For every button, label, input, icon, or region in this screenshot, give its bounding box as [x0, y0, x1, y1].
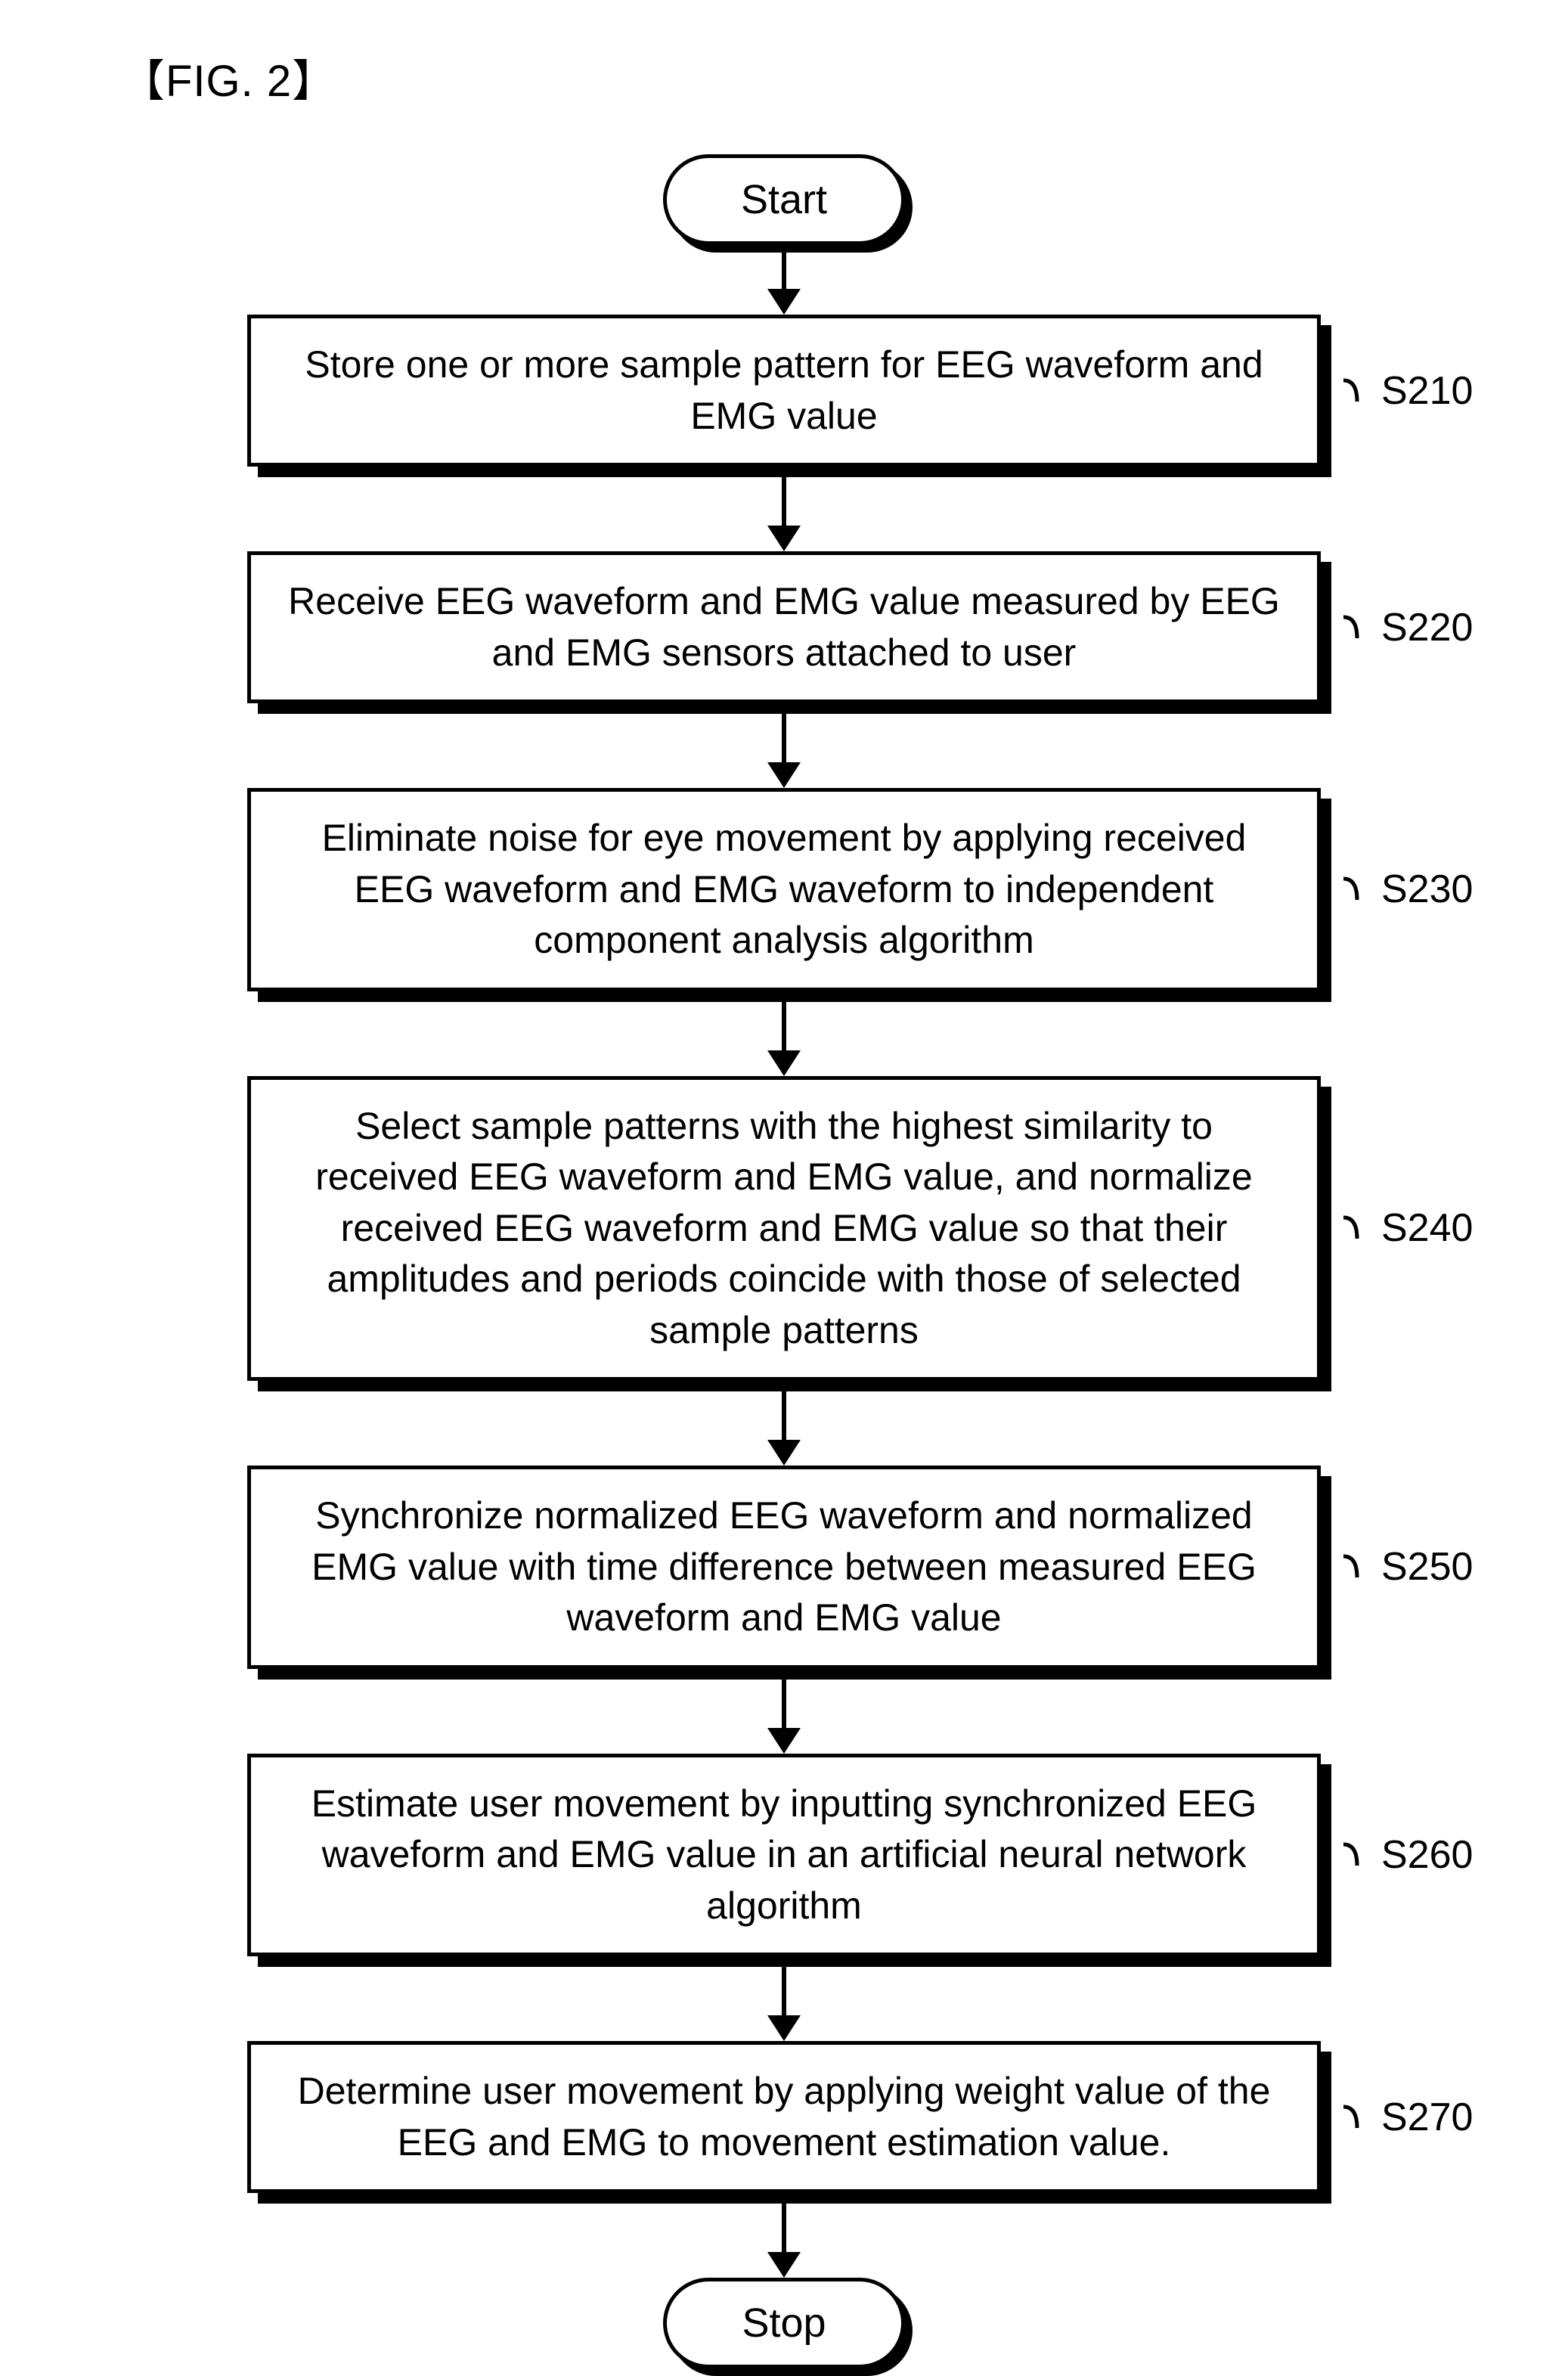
step-id: S250	[1381, 1544, 1473, 1590]
step-box-wrap: Estimate user movement by inputting sync…	[247, 1754, 1321, 1957]
step-box-wrap: Synchronize normalized EEG waveform and …	[247, 1466, 1321, 1669]
step-box-wrap: Eliminate noise for eye movement by appl…	[247, 788, 1321, 991]
arrow	[767, 1956, 801, 2041]
step-s260-row: Estimate user movement by inputting sync…	[247, 1754, 1321, 1957]
step-s210-row: Store one or more sample pattern for EEG…	[247, 315, 1321, 467]
arrow	[767, 2193, 801, 2278]
arrow-head-icon	[767, 2252, 801, 2278]
step-id: S260	[1381, 1832, 1473, 1878]
arrow	[767, 991, 801, 1076]
connector-icon	[1343, 1834, 1371, 1876]
arrow-head-icon	[767, 289, 801, 315]
step-label: S250	[1343, 1544, 1473, 1590]
step-s250-row: Synchronize normalized EEG waveform and …	[247, 1466, 1321, 1669]
step-s220-row: Receive EEG waveform and EMG value measu…	[247, 551, 1321, 703]
arrow	[767, 467, 801, 551]
stop-terminal-wrap: Stop	[663, 2278, 905, 2368]
arrow-head-icon	[767, 1728, 801, 1754]
start-terminal: Start	[663, 154, 905, 245]
step-id: S210	[1381, 368, 1473, 414]
step-label: S230	[1343, 867, 1473, 912]
arrow-head-icon	[767, 526, 801, 551]
connector-icon	[1343, 2096, 1371, 2139]
arrow-head-icon	[767, 2015, 801, 2041]
stop-terminal: Stop	[663, 2278, 905, 2368]
arrow	[767, 1669, 801, 1754]
figure-caption: 【FIG. 2】	[121, 45, 1447, 109]
arrow	[767, 245, 801, 315]
arrow-head-icon	[767, 1440, 801, 1466]
step-id: S220	[1381, 605, 1473, 650]
flowchart: Start Store one or more sample pattern f…	[121, 154, 1447, 2368]
connector-icon	[1343, 606, 1371, 649]
connector-icon	[1343, 1207, 1371, 1249]
step-id: S270	[1381, 2095, 1473, 2140]
step-s270-row: Determine user movement by applying weig…	[247, 2041, 1321, 2193]
step-s240-row: Select sample patterns with the highest …	[247, 1076, 1321, 1382]
step-box: Receive EEG waveform and EMG value measu…	[247, 551, 1321, 703]
step-label: S260	[1343, 1832, 1473, 1878]
step-box-wrap: Store one or more sample pattern for EEG…	[247, 315, 1321, 467]
step-box: Estimate user movement by inputting sync…	[247, 1754, 1321, 1957]
step-box: Synchronize normalized EEG waveform and …	[247, 1466, 1321, 1669]
connector-icon	[1343, 370, 1371, 412]
step-box-wrap: Determine user movement by applying weig…	[247, 2041, 1321, 2193]
step-box: Store one or more sample pattern for EEG…	[247, 315, 1321, 467]
start-terminal-wrap: Start	[663, 154, 905, 245]
step-s230-row: Eliminate noise for eye movement by appl…	[247, 788, 1321, 991]
arrow-head-icon	[767, 762, 801, 788]
step-box: Select sample patterns with the highest …	[247, 1076, 1321, 1382]
step-box-wrap: Select sample patterns with the highest …	[247, 1076, 1321, 1382]
step-box: Eliminate noise for eye movement by appl…	[247, 788, 1321, 991]
page: 【FIG. 2】 Start Store one or more sample …	[0, 0, 1568, 2034]
connector-icon	[1343, 1546, 1371, 1588]
step-box-wrap: Receive EEG waveform and EMG value measu…	[247, 551, 1321, 703]
arrow	[767, 1381, 801, 1466]
step-label: S240	[1343, 1205, 1473, 1251]
arrow	[767, 703, 801, 788]
connector-icon	[1343, 868, 1371, 910]
step-label: S210	[1343, 368, 1473, 414]
step-id: S230	[1381, 867, 1473, 912]
step-box: Determine user movement by applying weig…	[247, 2041, 1321, 2193]
step-label: S270	[1343, 2095, 1473, 2140]
step-id: S240	[1381, 1205, 1473, 1251]
step-label: S220	[1343, 605, 1473, 650]
arrow-head-icon	[767, 1050, 801, 1076]
